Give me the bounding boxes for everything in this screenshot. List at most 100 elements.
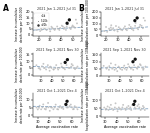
Point [119, 28, 121, 30]
Point [134, 100, 136, 102]
Point [108, 65, 111, 67]
Point [108, 107, 111, 109]
Point [107, 109, 110, 111]
Point [45, 108, 47, 111]
Point [45, 68, 47, 70]
Point [41, 106, 44, 109]
Point [142, 27, 144, 29]
Point [47, 102, 49, 104]
Point [70, 66, 72, 68]
Title: 2021 Oct 1–2021 Dec 4: 2021 Oct 1–2021 Dec 4 [37, 89, 77, 93]
Point [52, 108, 55, 110]
Point [131, 104, 133, 106]
Title: 2021 Oct 1–2021 Dec 4: 2021 Oct 1–2021 Dec 4 [105, 89, 144, 93]
Point [55, 64, 57, 66]
Point [110, 26, 112, 29]
Point [65, 100, 67, 102]
Point [73, 108, 75, 110]
Point [56, 108, 58, 110]
Point [141, 108, 143, 110]
Point [67, 23, 69, 25]
Point [70, 103, 72, 106]
Point [49, 110, 51, 112]
Point [61, 65, 63, 68]
Point [140, 25, 143, 27]
Point [39, 67, 41, 69]
Point [136, 27, 138, 29]
Point [43, 67, 45, 69]
Point [142, 69, 144, 71]
Point [105, 109, 107, 111]
Point [73, 26, 75, 28]
Point [45, 107, 48, 109]
Point [54, 106, 56, 109]
Point [118, 106, 120, 109]
Point [121, 106, 124, 109]
Point [115, 25, 117, 27]
Point [142, 105, 144, 107]
Point [71, 26, 73, 28]
Point [103, 107, 105, 109]
Point [137, 66, 139, 68]
Y-axis label: Increase in cumulative
hospitalization rate per 100,000: Increase in cumulative hospitalization r… [81, 0, 90, 48]
Text: B: B [78, 4, 84, 13]
Point [138, 26, 141, 28]
Point [128, 24, 130, 26]
Point [76, 108, 79, 110]
Point [46, 26, 49, 28]
Point [121, 29, 123, 31]
Point [40, 29, 43, 31]
Point [58, 106, 61, 108]
Point [57, 28, 59, 30]
Point [39, 68, 42, 71]
Point [68, 19, 70, 21]
Point [40, 28, 42, 30]
Point [42, 103, 44, 105]
Point [124, 108, 126, 110]
Point [67, 67, 70, 69]
Point [57, 68, 59, 71]
Point [124, 25, 126, 27]
Point [64, 68, 66, 70]
Point [51, 27, 53, 29]
Point [50, 106, 52, 109]
Point [138, 106, 141, 109]
Point [58, 29, 61, 31]
Point [75, 19, 77, 21]
Y-axis label: Increase in cumulative
hospitalization rate per 100,000: Increase in cumulative hospitalization r… [81, 81, 90, 130]
Point [51, 107, 53, 109]
Legend: <5k, 5–20k, >20k: <5k, 5–20k, >20k [34, 13, 49, 28]
Point [133, 100, 135, 102]
Point [125, 28, 127, 30]
Y-axis label: Increase in cumulative
death rate per 100,000: Increase in cumulative death rate per 10… [15, 47, 24, 82]
Point [108, 69, 110, 71]
Point [44, 67, 46, 69]
Point [71, 106, 73, 108]
Point [40, 108, 42, 110]
Point [127, 27, 130, 29]
Point [108, 28, 110, 30]
Point [105, 26, 107, 28]
Point [122, 66, 124, 69]
Point [50, 26, 53, 28]
Point [118, 67, 121, 69]
Point [52, 28, 54, 30]
Point [56, 67, 59, 69]
Point [114, 64, 117, 66]
Point [62, 67, 64, 69]
Point [133, 103, 135, 105]
Point [47, 64, 49, 66]
Point [137, 103, 140, 105]
Point [140, 64, 142, 66]
Point [142, 17, 145, 19]
Point [43, 28, 46, 30]
Point [116, 108, 118, 110]
Point [65, 103, 67, 105]
Point [114, 102, 117, 104]
Point [144, 20, 146, 22]
Point [52, 68, 55, 70]
Point [112, 66, 114, 69]
Point [61, 25, 63, 27]
Point [126, 67, 129, 69]
Point [136, 67, 138, 69]
